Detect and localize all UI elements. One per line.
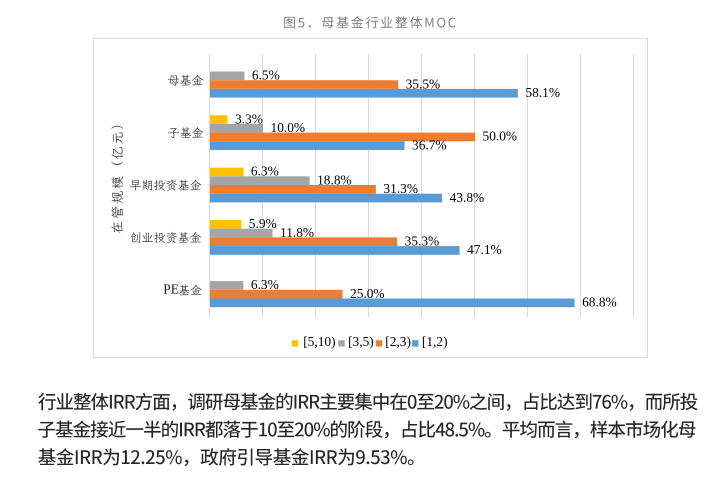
svg-text:31.3%: 31.3% [383,181,418,196]
svg-text:25.0%: 25.0% [350,286,385,301]
svg-text:10.0%: 10.0% [271,120,306,135]
svg-text:[2,3): [2,3) [385,334,411,349]
svg-text:58.1%: 58.1% [525,85,560,100]
svg-text:6.3%: 6.3% [251,164,279,179]
svg-text:35.5%: 35.5% [406,76,441,91]
svg-text:6.5%: 6.5% [252,68,280,83]
svg-text:36.7%: 36.7% [412,137,447,152]
svg-text:43.8%: 43.8% [450,190,485,205]
svg-text:6.3%: 6.3% [251,277,279,292]
svg-text:5.9%: 5.9% [249,216,277,231]
svg-text:[3,5): [3,5) [348,334,374,349]
svg-text:3.3%: 3.3% [235,111,263,126]
svg-text:47.1%: 47.1% [467,242,502,257]
svg-text:68.8%: 68.8% [582,295,617,310]
svg-text:[5,10): [5,10) [303,334,335,349]
svg-text:PE: PE [163,282,179,297]
svg-text:[1,2): [1,2) [422,334,448,349]
svg-text:35.3%: 35.3% [405,234,440,249]
svg-text:11.8%: 11.8% [280,225,314,240]
svg-text:50.0%: 50.0% [483,129,518,144]
svg-text:18.8%: 18.8% [317,172,352,187]
